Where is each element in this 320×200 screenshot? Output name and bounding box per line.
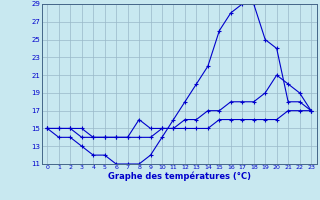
X-axis label: Graphe des températures (°C): Graphe des températures (°C): [108, 172, 251, 181]
